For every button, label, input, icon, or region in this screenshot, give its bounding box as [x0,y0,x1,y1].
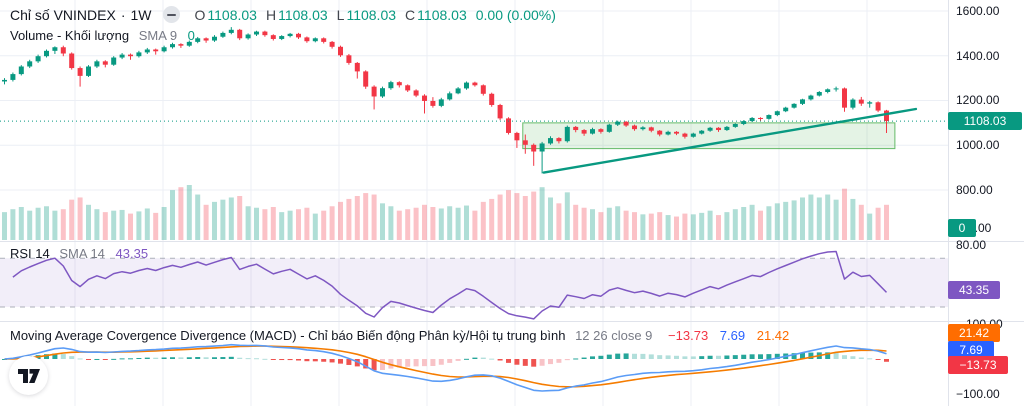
legend-collapse-button[interactable] [163,6,181,23]
axis-label-1000: 1000.00 [956,138,1000,152]
volume-badge: 0 [948,219,976,237]
tradingview-logo[interactable] [9,356,48,395]
axis-label-1200: 1200.00 [956,93,1000,107]
tradingview-logo-icon [17,368,40,383]
axis-label-800: 800.00 [956,183,993,197]
macd-signal-badge: 21.42 [948,324,1000,342]
macd-line-badge: 7.69 [948,341,994,359]
axis-label-1600: 1600.00 [956,4,1000,18]
axis-label-macd-neg100: −100.00 [956,387,1000,401]
axis-label-1400: 1400.00 [956,49,1000,63]
last-price-badge: 1108.03 [948,112,1022,130]
minus-icon [167,13,177,16]
axis-label-rsi-80: 80.00 [956,238,987,252]
rsi-badge: 43.35 [948,281,1000,299]
macd-hist-badge: −13.73 [948,356,1008,374]
